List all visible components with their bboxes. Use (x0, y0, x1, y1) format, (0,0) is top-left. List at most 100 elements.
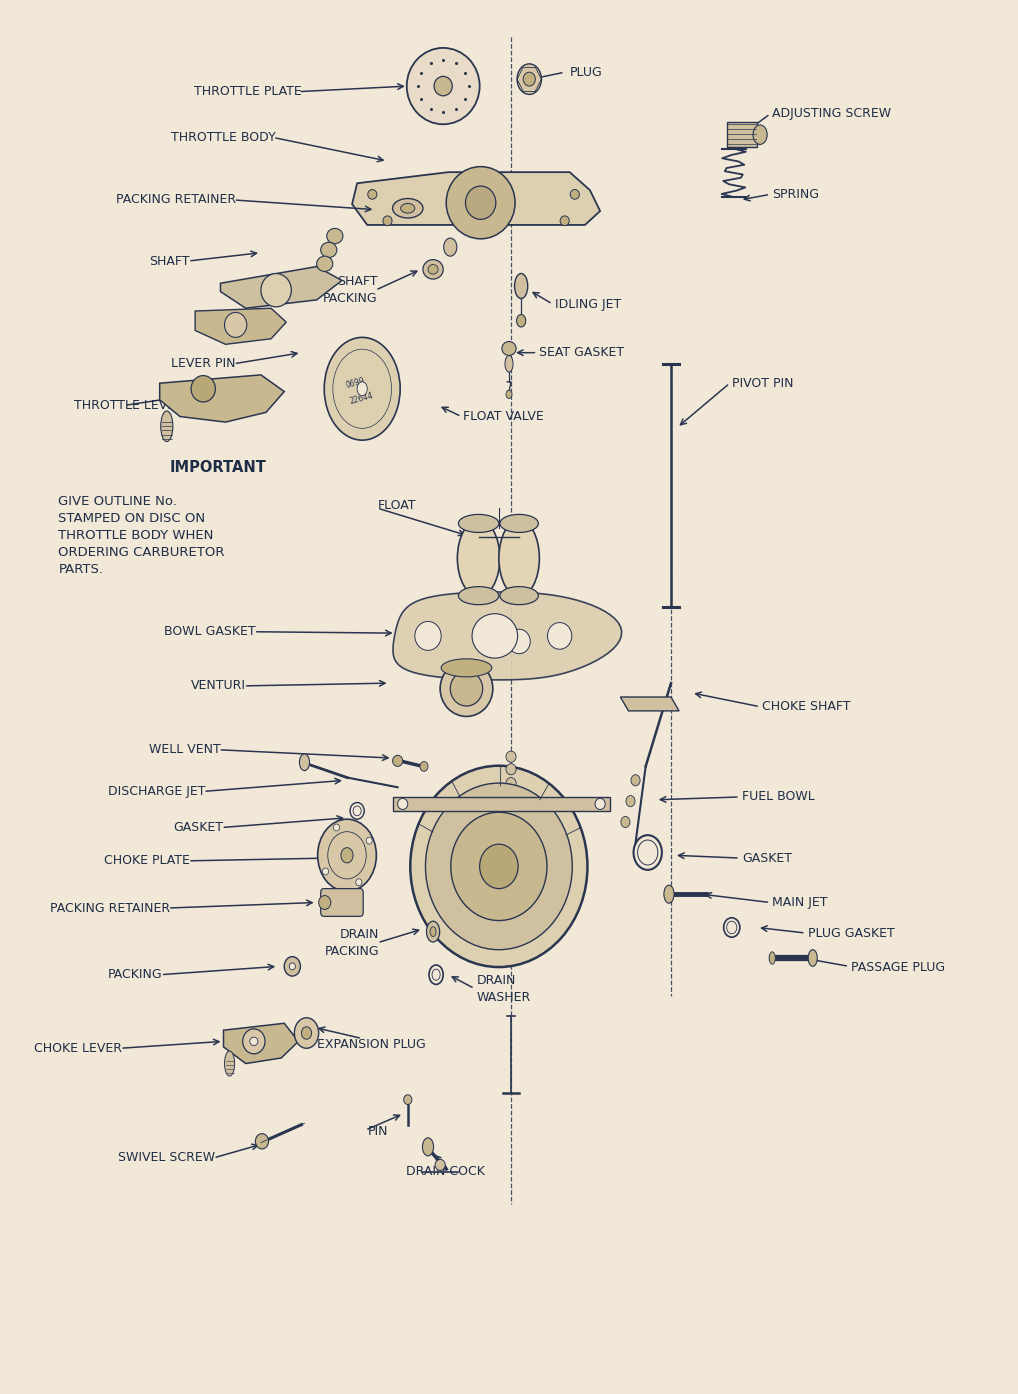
Ellipse shape (444, 238, 457, 256)
Polygon shape (620, 697, 679, 711)
Ellipse shape (434, 77, 452, 96)
Ellipse shape (451, 813, 547, 920)
Ellipse shape (256, 1133, 269, 1149)
Ellipse shape (457, 520, 500, 597)
Ellipse shape (249, 1037, 258, 1046)
Ellipse shape (323, 868, 329, 875)
Ellipse shape (289, 963, 295, 970)
Ellipse shape (284, 956, 300, 976)
Ellipse shape (500, 514, 539, 533)
Ellipse shape (426, 783, 572, 949)
Polygon shape (160, 375, 284, 422)
Ellipse shape (506, 792, 516, 803)
Text: SWIVEL SCREW: SWIVEL SCREW (118, 1151, 216, 1164)
Ellipse shape (301, 1027, 312, 1040)
Ellipse shape (299, 754, 309, 771)
Text: GASKET: GASKET (742, 852, 792, 864)
Ellipse shape (161, 411, 173, 442)
Text: WELL VENT: WELL VENT (149, 743, 221, 757)
Ellipse shape (393, 756, 403, 767)
Ellipse shape (393, 198, 422, 217)
Text: 0699: 0699 (344, 376, 365, 390)
Ellipse shape (334, 824, 340, 831)
Ellipse shape (427, 921, 440, 942)
Ellipse shape (516, 315, 525, 328)
Text: GASKET: GASKET (173, 821, 224, 834)
Ellipse shape (626, 796, 635, 807)
Ellipse shape (458, 587, 499, 605)
Ellipse shape (366, 838, 373, 845)
Text: PASSAGE PLUG: PASSAGE PLUG (851, 962, 946, 974)
Text: SHAFT
PACKING: SHAFT PACKING (323, 275, 378, 305)
Text: LEVER PIN: LEVER PIN (171, 357, 235, 371)
Text: CHOKE SHAFT: CHOKE SHAFT (762, 700, 851, 714)
Ellipse shape (324, 337, 400, 441)
Text: DRAIN COCK: DRAIN COCK (406, 1165, 485, 1178)
Ellipse shape (191, 375, 216, 401)
Text: PIVOT PIN: PIVOT PIN (732, 376, 793, 390)
Ellipse shape (356, 878, 362, 885)
Ellipse shape (502, 342, 516, 355)
Text: SEAT GASKET: SEAT GASKET (540, 346, 624, 360)
Text: FLOAT VALVE: FLOAT VALVE (463, 410, 545, 422)
Ellipse shape (517, 64, 542, 95)
Ellipse shape (318, 820, 377, 891)
Text: PIN: PIN (367, 1125, 388, 1138)
Ellipse shape (341, 848, 353, 863)
Ellipse shape (664, 885, 674, 903)
Text: THROTTLE LEVER: THROTTLE LEVER (73, 399, 183, 411)
Ellipse shape (415, 622, 441, 651)
Text: SHAFT: SHAFT (150, 255, 190, 268)
Polygon shape (224, 1023, 298, 1064)
Ellipse shape (319, 895, 331, 909)
Ellipse shape (422, 259, 443, 279)
Text: ADJUSTING SCREW: ADJUSTING SCREW (773, 107, 892, 120)
Text: PACKING RETAINER: PACKING RETAINER (50, 902, 170, 914)
Text: THROTTLE BODY: THROTTLE BODY (171, 131, 276, 144)
Text: CHOKE PLATE: CHOKE PLATE (104, 855, 190, 867)
Ellipse shape (225, 1051, 234, 1076)
Text: IDLING JET: IDLING JET (555, 297, 621, 311)
Ellipse shape (506, 764, 516, 775)
Ellipse shape (440, 661, 493, 717)
Text: DISCHARGE JET: DISCHARGE JET (108, 785, 206, 797)
Ellipse shape (398, 799, 408, 810)
Ellipse shape (570, 190, 579, 199)
Ellipse shape (472, 613, 517, 658)
Text: MAIN JET: MAIN JET (773, 896, 828, 909)
Text: VENTURI: VENTURI (190, 679, 245, 693)
Polygon shape (195, 308, 286, 344)
Text: 22644: 22644 (348, 390, 374, 406)
Ellipse shape (225, 312, 246, 337)
Ellipse shape (441, 659, 492, 677)
Ellipse shape (321, 243, 337, 258)
Ellipse shape (548, 623, 572, 650)
Ellipse shape (500, 587, 539, 605)
Ellipse shape (458, 514, 499, 533)
Ellipse shape (435, 1160, 445, 1171)
Ellipse shape (327, 229, 343, 244)
Ellipse shape (261, 273, 291, 307)
FancyBboxPatch shape (321, 888, 363, 916)
Text: PACKING RETAINER: PACKING RETAINER (115, 194, 235, 206)
Ellipse shape (428, 265, 438, 275)
Ellipse shape (506, 778, 516, 789)
Text: IMPORTANT: IMPORTANT (170, 460, 267, 475)
Ellipse shape (430, 927, 436, 937)
Ellipse shape (506, 390, 512, 399)
Ellipse shape (560, 216, 569, 226)
Text: PACKING: PACKING (108, 969, 163, 981)
Bar (727, 123, 757, 148)
Ellipse shape (401, 204, 415, 213)
Polygon shape (221, 266, 342, 308)
Ellipse shape (383, 216, 392, 226)
Ellipse shape (596, 799, 605, 810)
Text: SPRING: SPRING (773, 188, 819, 201)
Text: PLUG: PLUG (570, 66, 603, 78)
Ellipse shape (514, 273, 527, 298)
Text: PLUG GASKET: PLUG GASKET (807, 927, 895, 940)
Text: BOWL GASKET: BOWL GASKET (164, 626, 256, 638)
Ellipse shape (465, 185, 496, 219)
Text: FLOAT: FLOAT (378, 499, 416, 512)
Polygon shape (352, 173, 601, 224)
